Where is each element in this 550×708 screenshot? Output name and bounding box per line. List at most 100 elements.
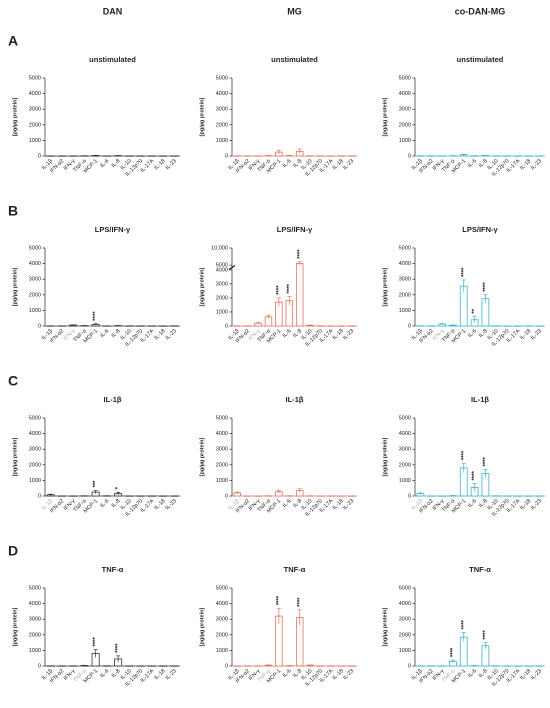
y-axis-label: [pg/µg protein] [199,438,205,477]
y-tick-label: 5000 [399,75,411,81]
chart-title: TNF-α [469,565,491,574]
column-header: MG [287,6,302,16]
y-tick-label: 3000 [399,277,411,283]
x-tick-label: IL-18 [153,328,166,341]
significance: **** [276,285,282,295]
y-tick-label: 1000 [216,478,228,484]
y-tick-label: 1000 [29,138,41,144]
x-tick-label: IL-6 [99,498,110,509]
significance: **** [297,249,303,259]
significance: **** [472,471,478,481]
chart-title: TNF-α [284,565,306,574]
y-tick-label: 2000 [29,462,41,468]
x-tick-label: IL-23 [530,328,543,341]
y-tick-label: 3000 [216,447,228,453]
chart-title: IL-1β [104,395,122,404]
y-tick-label: 1000 [216,309,228,315]
bar [481,298,490,327]
y-tick-label: 3000 [399,447,411,453]
x-tick-label: IL-6 [99,328,110,339]
significance: * [116,486,122,489]
y-tick-label: 4000 [216,91,228,97]
x-tick-label: IL-6 [99,668,110,679]
y-axis-label: [pg/µg protein] [199,608,205,647]
chart-title: unstimulated [89,55,136,64]
y-tick-label: 4000 [399,601,411,607]
significance: **** [461,267,467,277]
y-tick-label: 3000 [216,107,228,113]
significance: ** [472,308,478,313]
x-tick-label: IL-6 [282,328,293,339]
x-tick-label: IL-8 [478,158,489,169]
panel-letter: D [8,543,18,559]
axis-break [228,265,236,271]
y-tick-label: 1000 [29,648,41,654]
chart-title: unstimulated [271,55,318,64]
x-tick-label: IL-8 [111,498,122,509]
panel-letter: C [8,373,18,389]
y-tick-label: 4000 [216,431,228,437]
y-tick-label: 1000 [399,308,411,314]
y-tick-label: 1000 [399,138,411,144]
y-tick-label: 1000 [29,478,41,484]
y-axis-label: [pg/µg protein] [382,438,388,477]
y-tick-label: 3000 [29,617,41,623]
y-tick-label: 3000 [29,107,41,113]
chart-title: unstimulated [457,55,504,64]
x-tick-label: IL-23 [342,668,355,681]
y-tick-label: 3000 [216,617,228,623]
x-tick-label: IL-18 [332,498,345,511]
y-tick-label: 5000 [29,415,41,421]
y-axis-label: [pg/µg protein] [199,268,205,307]
y-tick-label: 4000 [399,261,411,267]
y-tick-label: 3000 [29,277,41,283]
y-tick-label: 0 [408,153,411,159]
significance: **** [276,595,282,605]
y-tick-label: 0 [38,153,41,159]
x-tick-label: IL-18 [519,498,532,511]
x-tick-label: IL-6 [282,498,293,509]
x-tick-label: IL-8 [478,328,489,339]
y-tick-label: 0 [408,323,411,329]
x-tick-label: IL-18 [153,158,166,171]
column-header: DAN [103,6,123,16]
x-tick-label: IL-8 [478,498,489,509]
y-tick-label: 5000 [216,75,228,81]
y-tick-label: 4000 [29,431,41,437]
y-tick-label: 2000 [399,292,411,298]
x-tick-label: IL-23 [530,158,543,171]
y-tick-label: 5000 [29,75,41,81]
y-tick-label: 0 [38,493,41,499]
x-tick-label: IL-18 [332,668,345,681]
y-tick-label: 3000 [216,281,228,287]
y-tick-label: 0 [225,323,228,329]
chart-title: IL-1β [471,395,489,404]
y-tick-label: 3000 [399,107,411,113]
y-tick-label: 0 [225,493,228,499]
significance: **** [93,311,99,321]
y-axis-label: [pg/µg protein] [12,98,18,137]
y-tick-label: 0 [225,663,228,669]
y-tick-label: 5000 [399,245,411,251]
significance: **** [287,284,293,294]
x-tick-label: IL-17A [140,328,156,344]
y-tick-label: 4000 [399,431,411,437]
y-tick-label: 4000 [29,261,41,267]
x-tick-label: IL-17A [140,498,156,514]
y-tick-label: 3000 [399,617,411,623]
significance: **** [483,630,489,640]
x-tick-label: IL-18 [519,668,532,681]
y-tick-label: 0 [38,663,41,669]
y-tick-label: 5000 [216,585,228,591]
x-tick-label: IL-18 [153,498,166,511]
chart-title: TNF-α [102,565,124,574]
x-tick-label: IL-23 [165,668,178,681]
y-tick-label: 4000 [216,601,228,607]
y-tick-label: 0 [408,493,411,499]
y-tick-label: 3000 [29,447,41,453]
chart-title: LPS/IFN-γ [462,225,498,234]
y-tick-label: 1000 [399,478,411,484]
x-tick-label: IL-18 [332,158,345,171]
x-tick-label: IL-8 [111,668,122,679]
x-tick-label: IL-23 [530,498,543,511]
